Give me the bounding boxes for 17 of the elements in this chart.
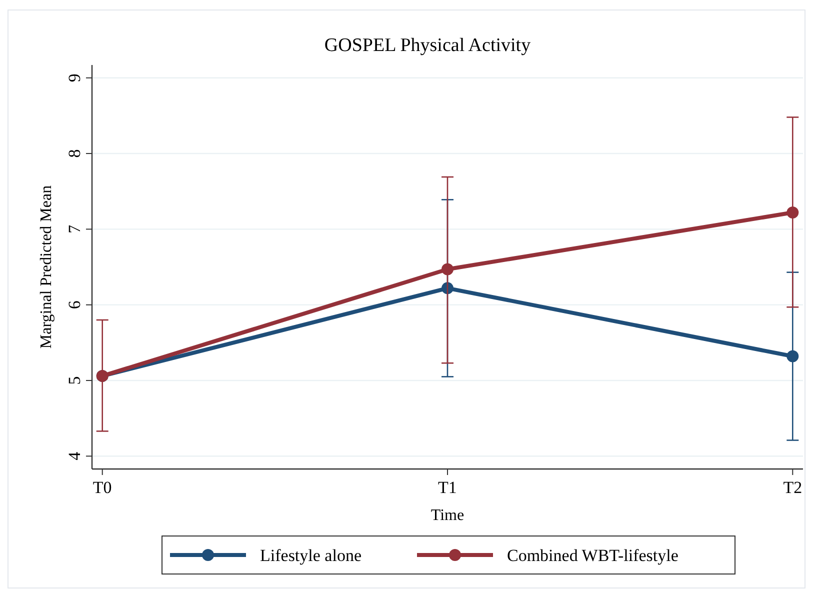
point <box>786 206 799 219</box>
y-tick-label: 6 <box>65 300 84 310</box>
x-axis-title: Time <box>430 507 464 524</box>
y-tick-label: 8 <box>65 149 84 158</box>
y-tick-label: 5 <box>65 376 84 385</box>
y-tick-label: 7 <box>65 224 84 234</box>
x-tick-label: T0 <box>92 478 112 497</box>
y-axis-title: Marginal Predicted Mean <box>38 185 55 349</box>
y-tick-label: 4 <box>65 451 84 460</box>
legend-label: Lifestyle alone <box>260 546 362 565</box>
point <box>442 263 454 276</box>
point <box>786 350 799 362</box>
legend-label: Combined WBT-lifestyle <box>507 546 678 565</box>
x-tick-label: T1 <box>438 478 457 497</box>
y-tick-label: 9 <box>65 74 84 82</box>
x-tick-label: T2 <box>783 478 802 497</box>
chart-title: GOSPEL Physical Activity <box>324 35 532 56</box>
